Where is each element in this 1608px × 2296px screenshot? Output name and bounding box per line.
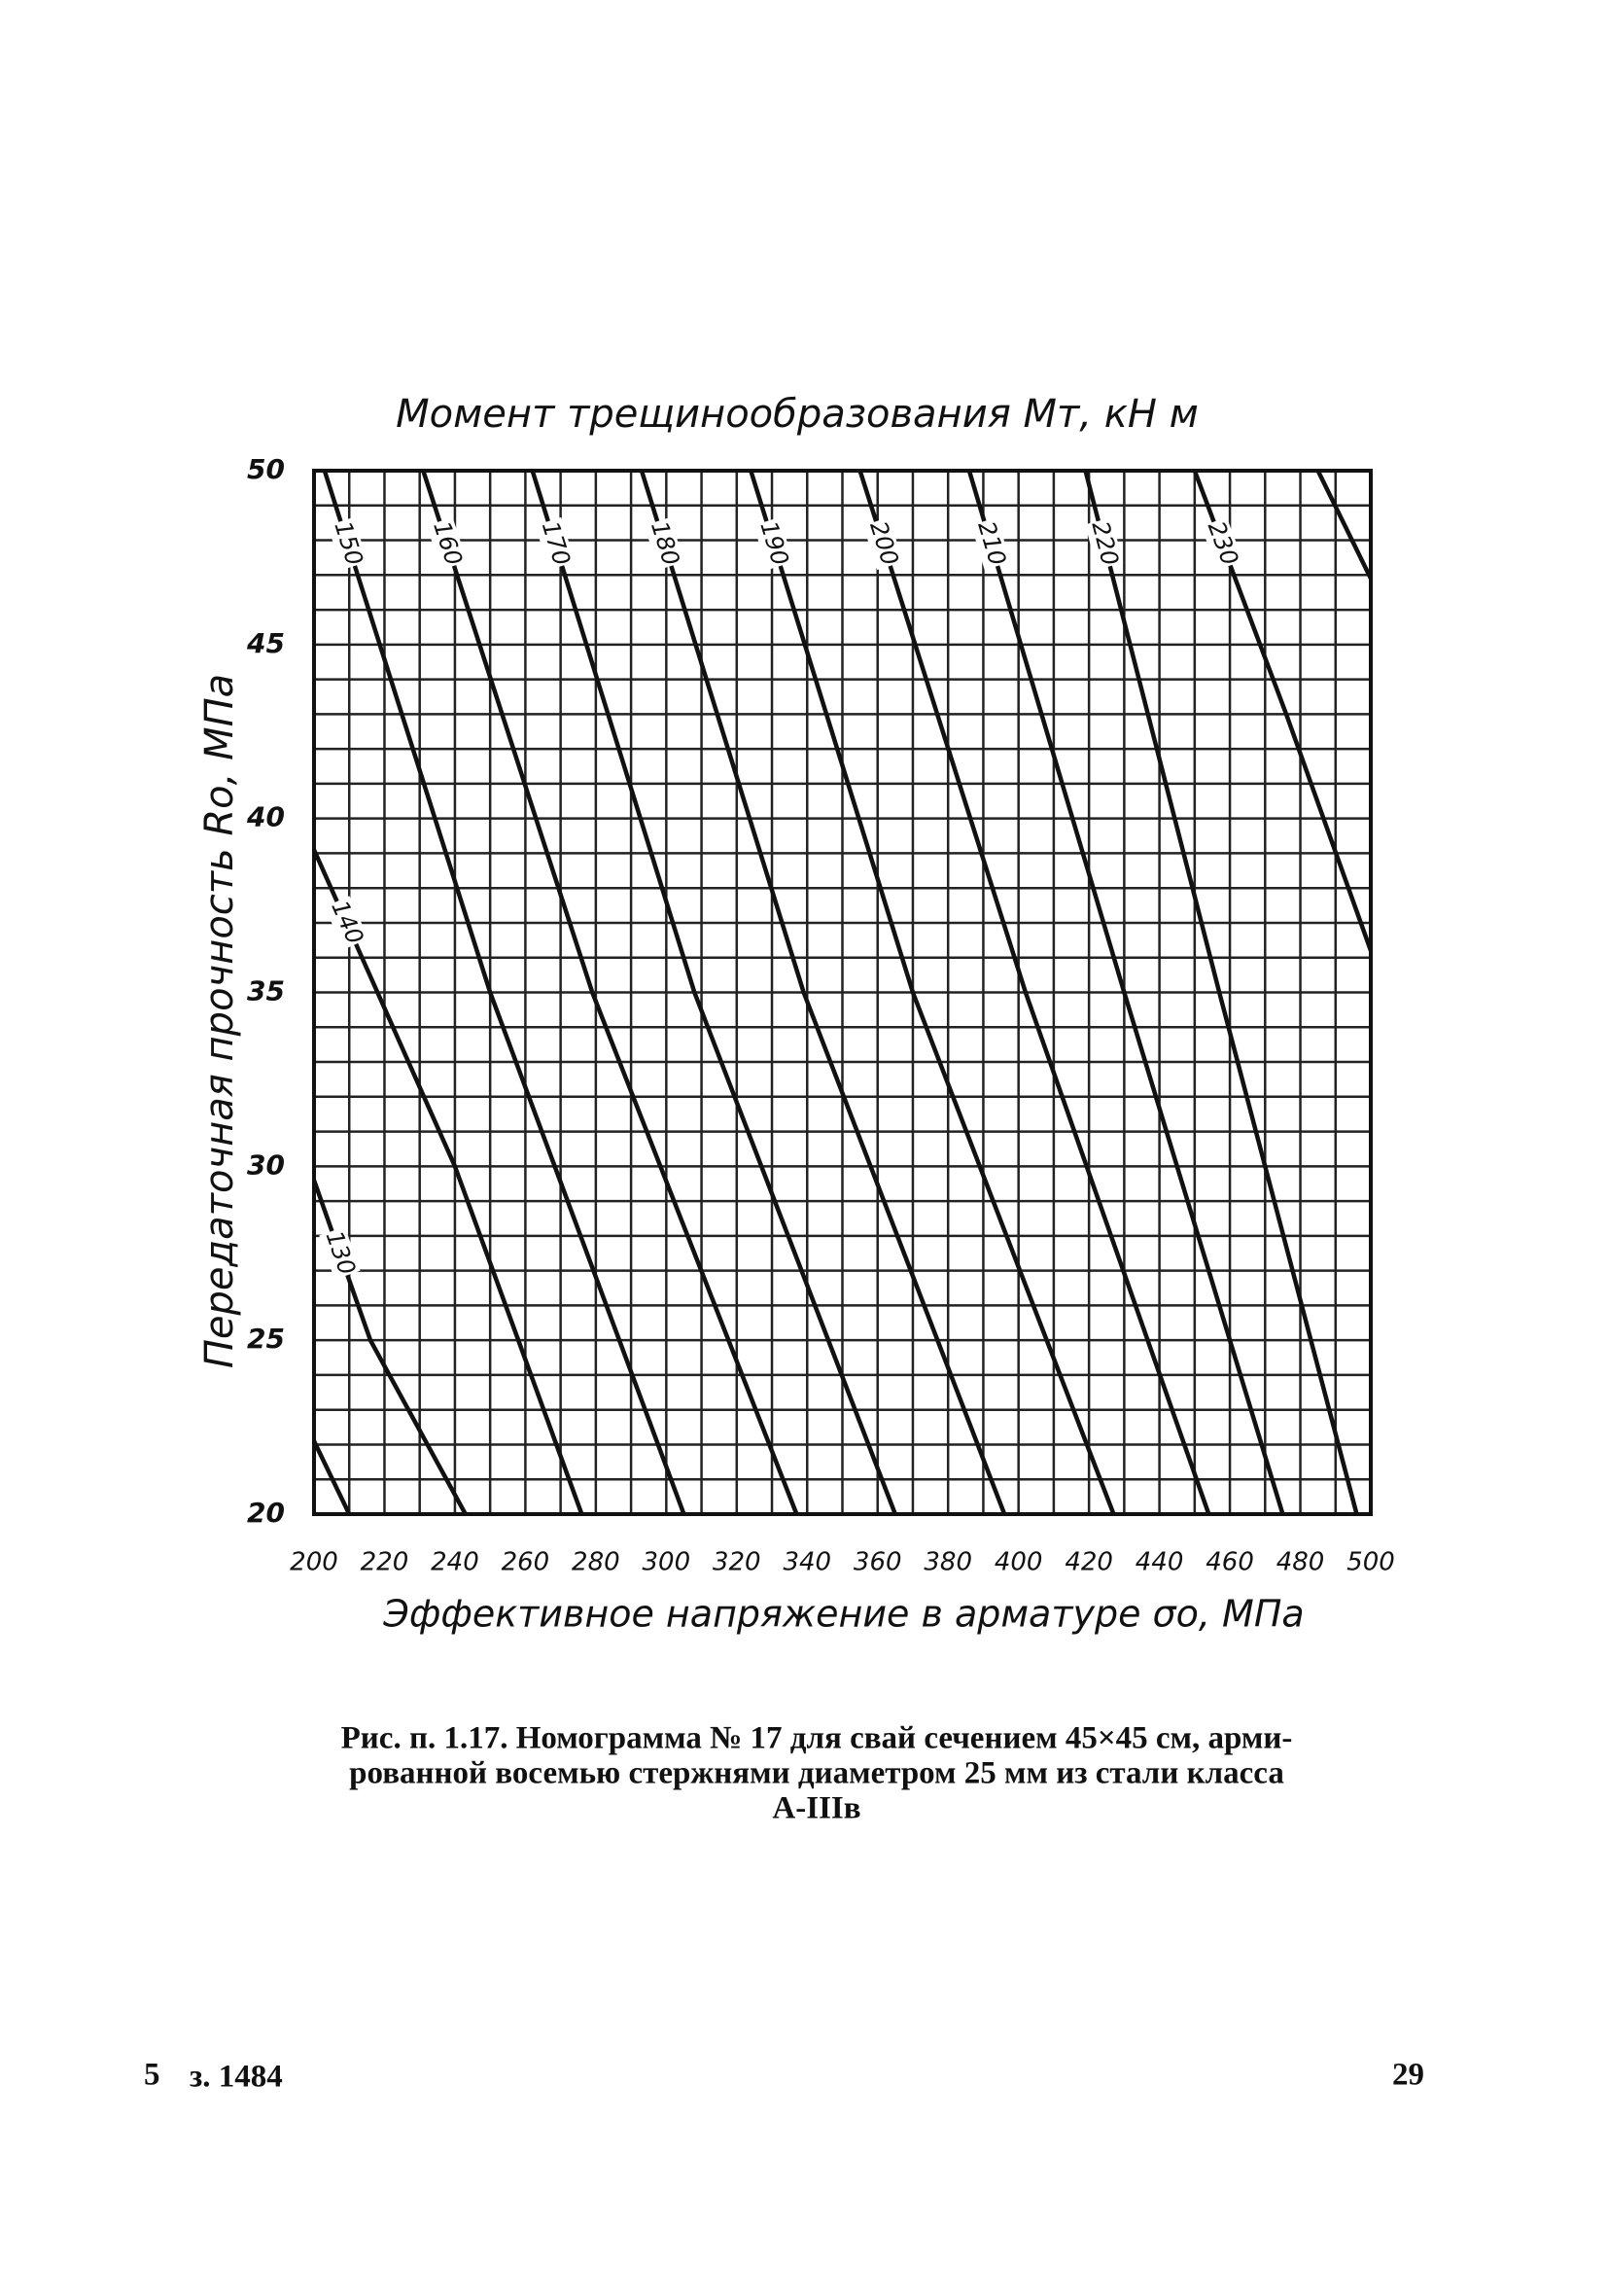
x-tick-label: 340 [783, 1548, 831, 1577]
curve-label-bg [862, 516, 904, 571]
caption-line: А-IIIв [772, 1791, 860, 1826]
x-tick-label: 400 [995, 1548, 1043, 1577]
curve [966, 470, 1285, 1515]
order-number: з. 1484 [190, 2060, 283, 2095]
curve-label: 200 [864, 518, 904, 569]
x-tick-label: 260 [502, 1548, 550, 1577]
curve [639, 470, 1007, 1515]
curve-label: 230 [1203, 517, 1243, 569]
plot-frame [312, 469, 1373, 1516]
x-axis-label: Эффективное напряжение в арматуре σо, МП… [382, 1593, 1304, 1636]
curve-label-bg [426, 516, 468, 571]
x-tick-label: 220 [361, 1548, 409, 1577]
x-tick-label: 240 [431, 1548, 479, 1577]
y-tick-label: 40 [246, 801, 285, 833]
x-tick-label: 500 [1346, 1548, 1395, 1577]
curve-label: 210 [972, 518, 1011, 569]
curve [421, 470, 799, 1515]
curve [1315, 470, 1374, 580]
x-tick-label: 360 [854, 1548, 902, 1577]
x-tick-label: 300 [643, 1548, 691, 1577]
curve [311, 848, 584, 1515]
x-tick-label: 380 [924, 1548, 972, 1577]
page-number: 29 [1392, 2058, 1424, 2093]
curve-label: 180 [646, 518, 684, 569]
curve [530, 470, 897, 1515]
y-tick-label: 35 [247, 975, 285, 1007]
curve-label-bg [324, 896, 368, 950]
curve-label-bg [1201, 516, 1243, 571]
sheet-number: 5 [144, 2058, 160, 2093]
caption-line: Рис. п. 1.17. Номограмма № 17 для свай с… [341, 1721, 1293, 1756]
y-tick-label: 45 [246, 627, 285, 659]
y-tick-label: 30 [247, 1148, 285, 1181]
x-tick-label: 200 [290, 1548, 338, 1577]
x-tick-label: 280 [572, 1548, 620, 1577]
curve-label-bg [753, 516, 794, 571]
curve [322, 470, 686, 1515]
curve-label-bg [328, 516, 368, 571]
x-tick-label: 320 [713, 1548, 761, 1577]
y-tick-label: 25 [247, 1323, 285, 1355]
x-tick-label: 480 [1276, 1548, 1325, 1577]
curve-label: 150 [329, 518, 368, 569]
curve [749, 470, 1116, 1515]
curve [1083, 470, 1359, 1515]
curve-label: 160 [428, 518, 468, 569]
curve-label: 220 [1086, 518, 1124, 568]
curve-label-bg [970, 517, 1011, 570]
curve-label: 170 [537, 518, 576, 569]
x-tick-label: 460 [1206, 1548, 1254, 1577]
y-tick-label: 20 [247, 1497, 285, 1529]
x-tick-label: 440 [1136, 1548, 1184, 1577]
curve-label-bg [644, 516, 684, 571]
curve [311, 1439, 352, 1515]
curve-label-bg [319, 1226, 361, 1280]
curve-label-bg [535, 516, 576, 571]
x-tick-label: 420 [1065, 1548, 1113, 1577]
y-tick-label: 50 [247, 453, 285, 485]
chart-title: Момент трещинообразования Мт, кН м [396, 392, 1199, 437]
curve [857, 470, 1211, 1515]
curve-label: 190 [754, 518, 793, 569]
y-axis-label: Передаточная прочность Rо, МПа [197, 674, 242, 1368]
caption-line: рованной восемью стержнями диаметром 25 … [349, 1756, 1284, 1791]
curve-label-bg [1085, 517, 1124, 570]
